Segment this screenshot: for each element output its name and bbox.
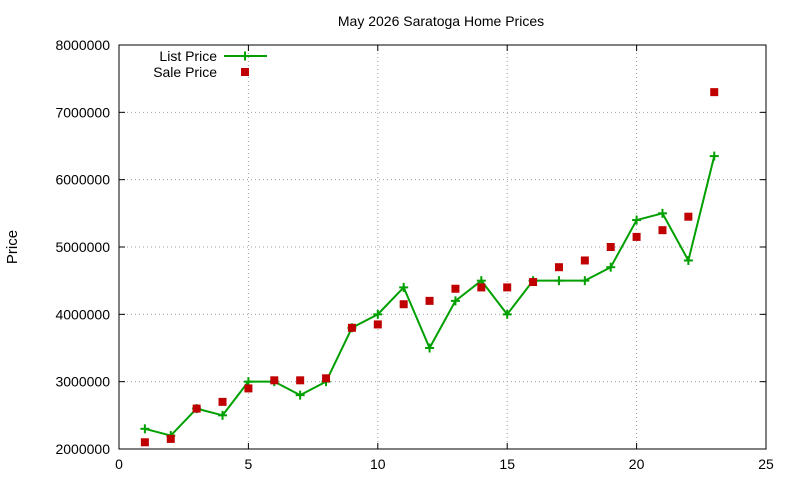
list-price-point [502,309,512,319]
list-price-line [144,155,716,437]
x-tick-label: 5 [245,456,253,472]
sale-price-point [529,278,538,287]
list-price-point [295,390,305,400]
list-price-point [399,282,409,292]
y-tick-label: 2000000 [55,441,110,457]
sale-price-point [451,284,460,293]
sale-price-point [632,232,641,241]
sale-price-point [554,263,563,272]
y-tick-label: 8000000 [55,37,110,53]
y-tick-label: 7000000 [55,104,110,120]
legend-label: List Price [159,48,217,64]
sale-price-point [503,283,512,292]
sale-price-point [296,376,305,385]
sale-price-point [425,296,434,305]
sale-price-point [270,376,279,385]
x-tick-label: 20 [629,456,645,472]
sale-price-point [399,300,408,309]
legend-swatch-marker [240,51,250,61]
list-price-point [554,276,564,286]
sale-price-point [166,434,175,443]
list-price-point [580,276,590,286]
y-tick-label: 3000000 [55,374,110,390]
sale-price-point [244,384,253,393]
list-price-point [606,262,616,272]
sale-price-point [684,212,693,221]
x-tick-label: 15 [499,456,515,472]
x-tick-label: 25 [758,456,774,472]
list-price-point [450,296,460,306]
sale-price-point [140,438,149,447]
sale-price-point [658,226,667,235]
y-tick-label: 6000000 [55,172,110,188]
list-price-point [709,151,719,161]
series-layer [140,88,719,447]
chart-title: May 2026 Saratoga Home Prices [338,13,544,29]
list-price-point [425,343,435,353]
plot-frame [118,44,767,450]
grid [119,45,766,449]
list-price-point [683,255,693,265]
sale-price-point [218,397,227,406]
list-price-point [218,410,228,420]
sale-price-point [606,243,615,251]
y-axis-label: Price [4,230,21,264]
y-tick-label: 5000000 [55,239,110,255]
list-price-point [140,424,150,434]
series-list-price [140,151,719,441]
legend-label: Sale Price [153,64,217,80]
x-tick-label: 10 [370,456,386,472]
series-sale-price [140,88,719,447]
sale-price-point [192,404,201,413]
sale-price-point [322,374,331,383]
sale-price-point [347,323,356,332]
sale-price-point [477,283,486,292]
x-tick-label: 0 [115,456,123,472]
axes: 0 5 10 15 20 25 2000000 3000000 4000000 5000000 60… [55,37,774,472]
legend-swatch-marker [241,68,249,76]
sale-price-point [580,256,589,265]
y-tick-label: 4000000 [55,306,110,322]
list-price-point [657,208,667,218]
sale-price-point [373,320,382,329]
list-price-point [632,215,642,225]
sale-price-point [710,88,719,97]
list-price-point [373,309,383,319]
